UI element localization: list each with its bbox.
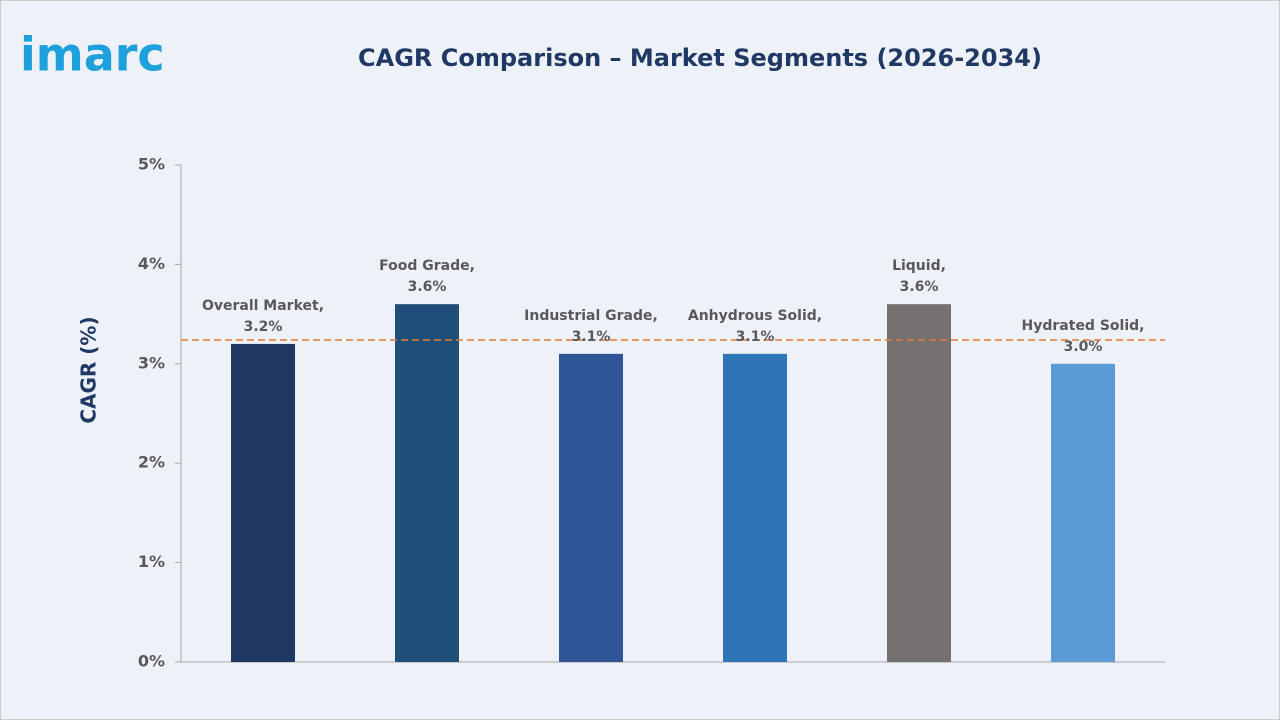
- value-label: 3.6%: [900, 279, 939, 295]
- y-axis-label: CAGR (%): [77, 316, 101, 423]
- y-tick-label: 2%: [138, 453, 165, 472]
- value-label: 3.0%: [1064, 339, 1103, 355]
- value-label: 3.2%: [244, 319, 283, 335]
- chart-title: CAGR Comparison – Market Segments (2026-…: [358, 44, 1042, 72]
- y-tick-label: 3%: [138, 353, 165, 372]
- y-tick-label: 4%: [138, 254, 165, 273]
- bar: [887, 304, 951, 662]
- bar: [723, 353, 787, 662]
- y-tick-label: 0%: [138, 652, 165, 671]
- category-label: Liquid,: [892, 258, 946, 274]
- category-label: Hydrated Solid,: [1022, 318, 1145, 334]
- category-label: Overall Market,: [202, 298, 324, 314]
- y-tick-label: 1%: [138, 552, 165, 571]
- bar: [1051, 363, 1115, 662]
- y-tick-label: 5%: [138, 155, 165, 174]
- category-label: Industrial Grade,: [524, 308, 658, 324]
- bar: [559, 353, 623, 662]
- value-label: 3.6%: [408, 279, 447, 295]
- category-label: Anhydrous Solid,: [688, 308, 822, 324]
- value-label: 3.1%: [572, 329, 611, 345]
- logo: imarc: [20, 28, 165, 82]
- category-label: Food Grade,: [379, 258, 475, 274]
- bar: [231, 343, 295, 662]
- value-label: 3.1%: [736, 329, 775, 345]
- bar: [395, 304, 459, 662]
